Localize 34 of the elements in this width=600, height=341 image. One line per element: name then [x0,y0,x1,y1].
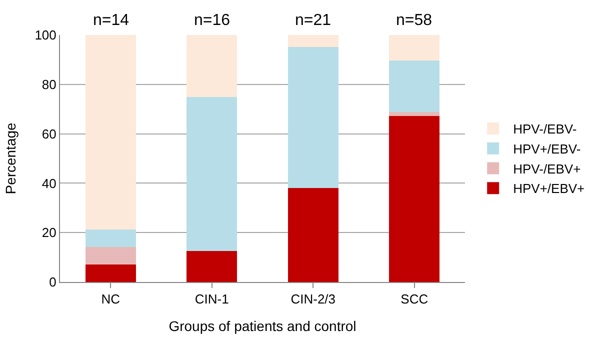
annotation: n=21 [295,12,332,29]
x-tick-label: CIN-2/3 [290,292,336,307]
bar [186,96,238,252]
annotation: n=16 [194,12,230,29]
bar [85,246,136,264]
y-tick-label: 60 [42,126,56,142]
annotation: n=58 [396,12,432,29]
bar [85,264,136,282]
y-axis-title: Percentage [2,122,18,194]
bar [85,35,136,230]
bar [288,46,338,188]
y-tick-label: 20 [42,225,56,240]
bar [288,35,338,47]
y-tick-label: 80 [42,76,56,92]
y-tick-label: 40 [42,176,56,191]
bar [288,188,338,282]
y-tick-label: 0 [49,274,56,290]
bar [186,251,238,282]
x-tick-label: NC [101,292,120,307]
legend-label: HPV-/EBV+ [513,161,581,176]
bar [389,116,440,282]
legend-label: HPV-/EBV- [513,122,577,137]
x-axis-title: Groups of patients and control [168,318,356,334]
legend-label: HPV+/EBV+ [513,181,585,196]
x-tick-label: CIN-1 [194,292,229,307]
legend-label: HPV+/EBV- [513,141,581,156]
y-tick-label: 100 [34,28,56,43]
bar [186,35,238,97]
bar [389,60,440,112]
bar [389,112,440,116]
bar [389,35,440,61]
annotation: n=14 [93,12,130,29]
x-tick-label: SCC [400,292,428,307]
bar [85,229,136,247]
